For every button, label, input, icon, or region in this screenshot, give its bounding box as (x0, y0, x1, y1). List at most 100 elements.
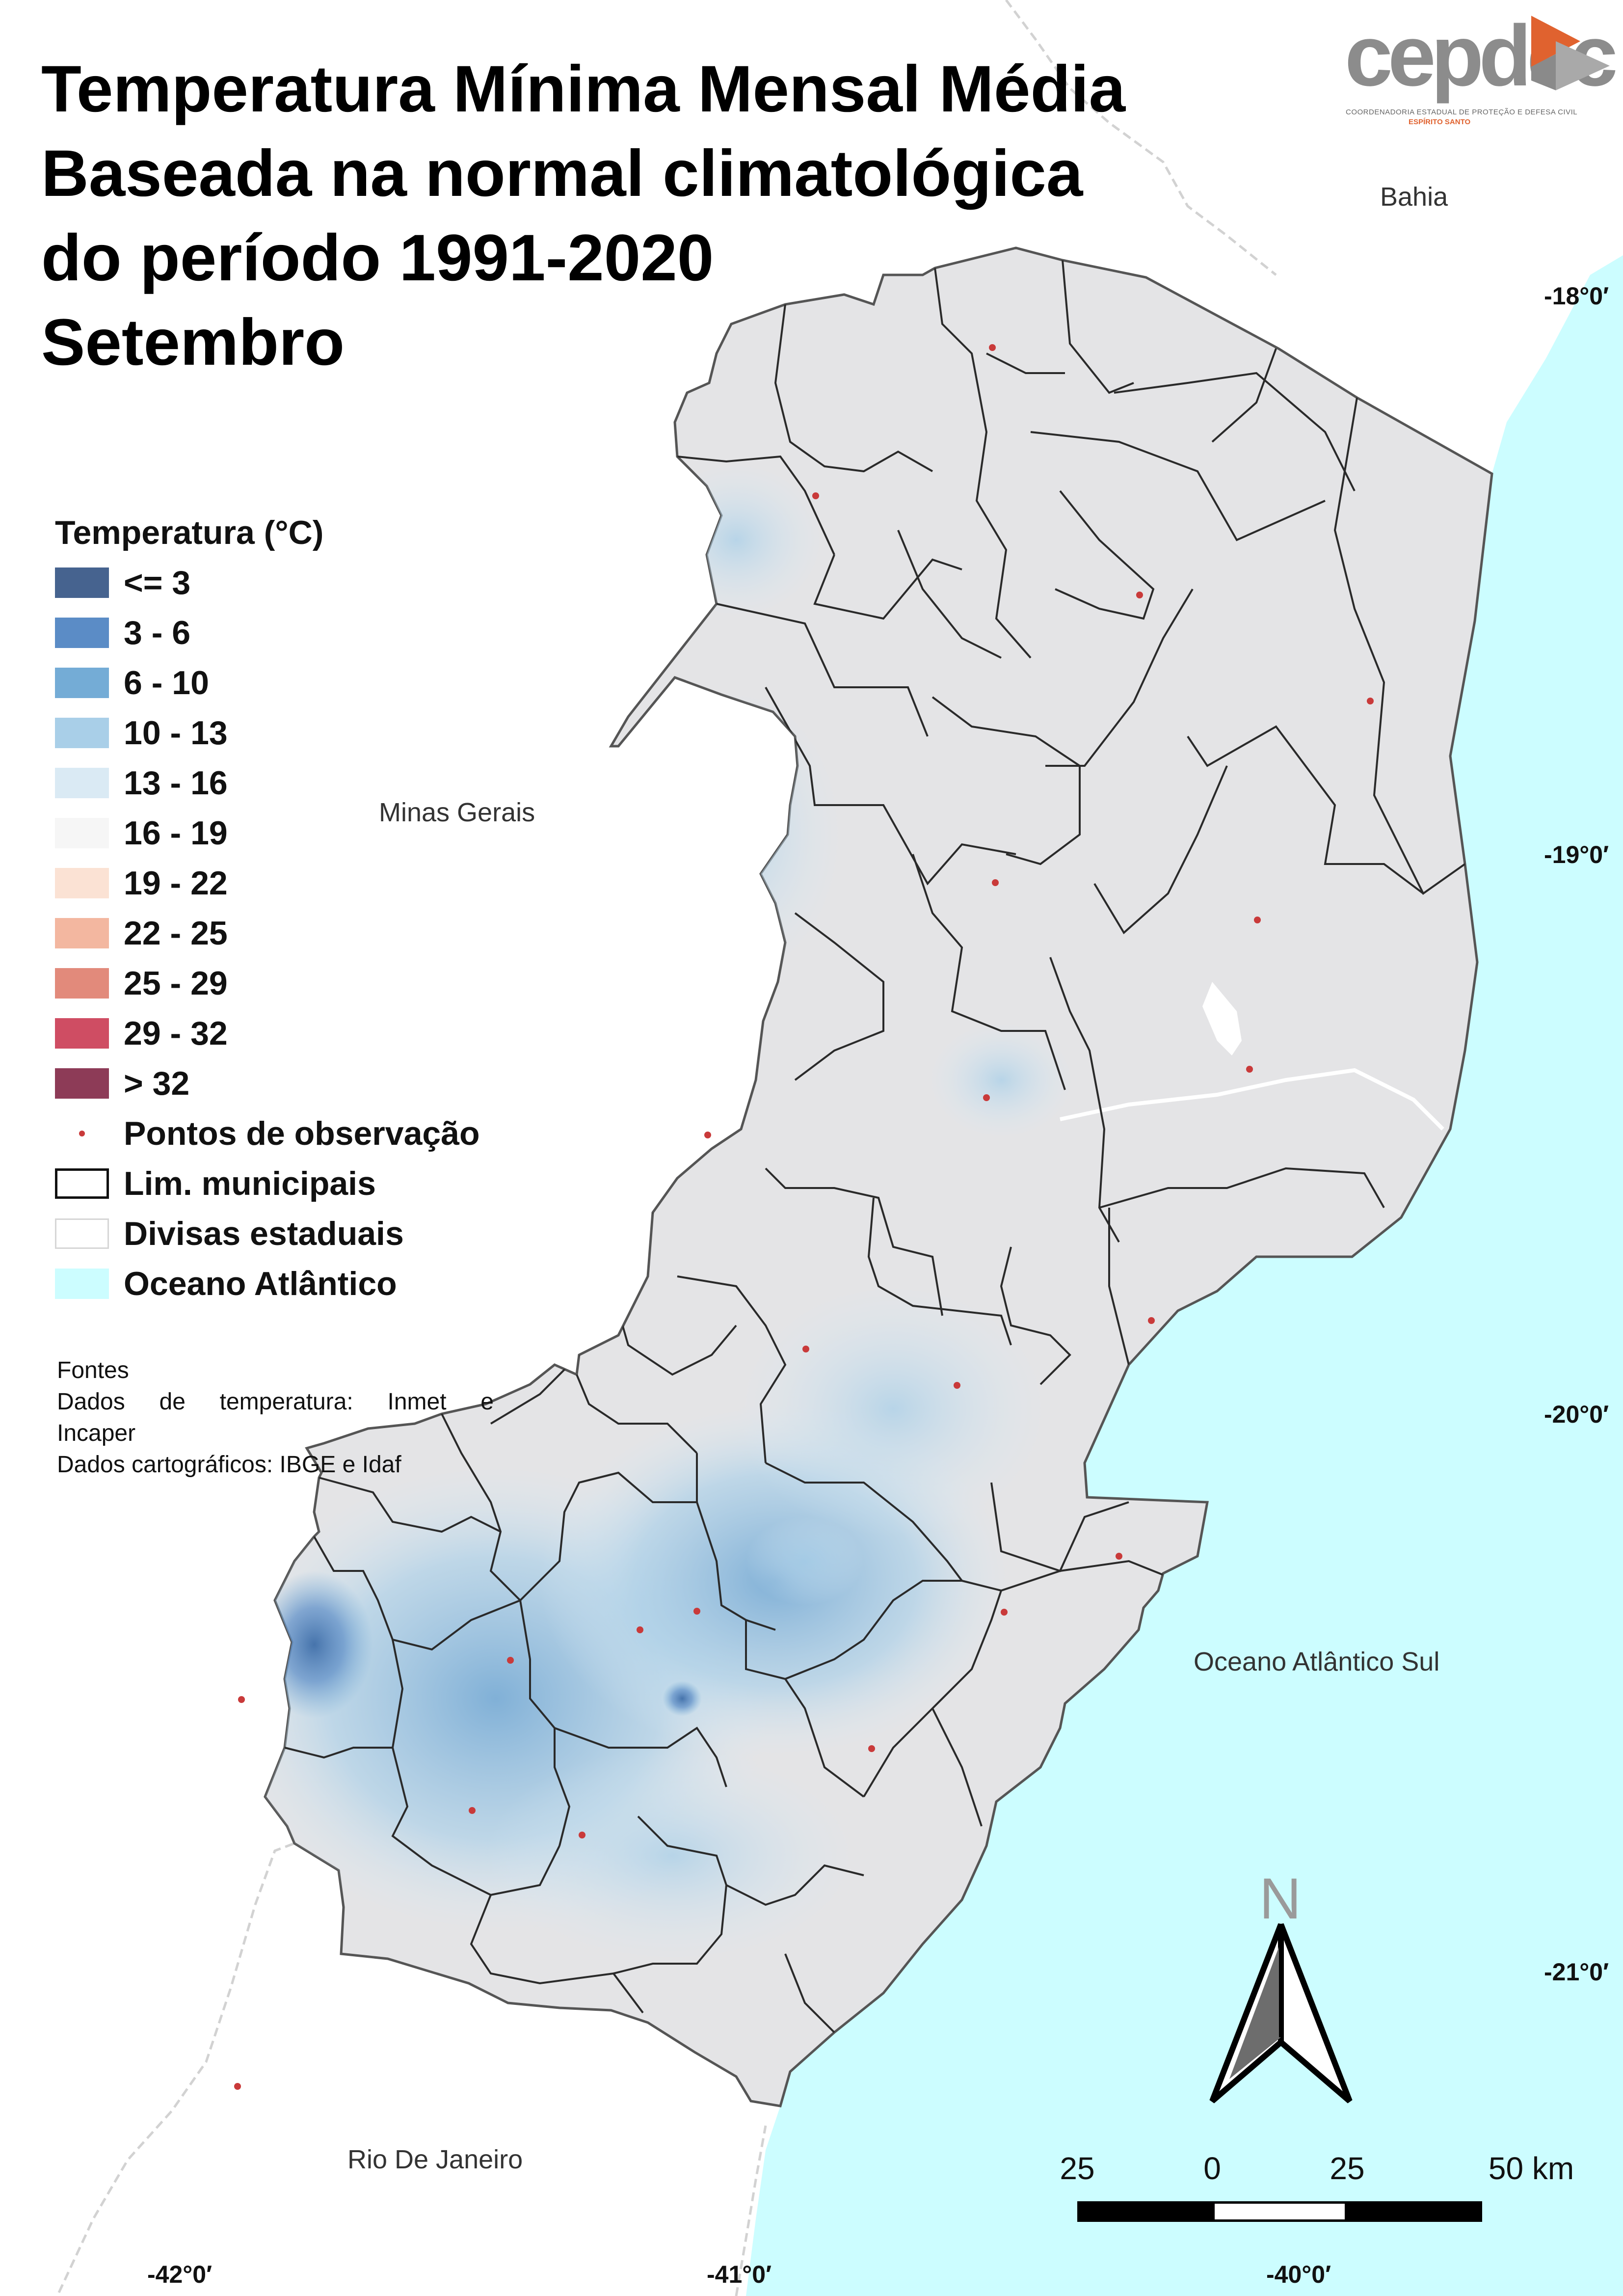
sources-line: Incaper (57, 1420, 136, 1446)
observation-point (1001, 1609, 1008, 1616)
scale-tick: 50 km (1488, 2151, 1574, 2186)
map-title: Temperatura Mínima Mensal Média Baseada … (41, 47, 1125, 385)
sources: Fontes Dados de temperatura: Inmet e Inc… (57, 1355, 494, 1481)
legend-swatch (55, 618, 109, 648)
observation-point (1254, 917, 1261, 923)
legend-swatch (55, 768, 109, 798)
scale-tick: 25 (1330, 2151, 1365, 2186)
legend-label: 29 - 32 (124, 1015, 228, 1052)
observation-point (507, 1657, 514, 1664)
observation-point (637, 1626, 643, 1633)
legend-item: 25 - 29 (55, 958, 480, 1008)
observation-point (1246, 1066, 1253, 1073)
observation-point (1367, 698, 1374, 704)
lon-label: -40°0′ (1266, 2261, 1331, 2288)
legend-item: 29 - 32 (55, 1008, 480, 1058)
observation-point (234, 2083, 241, 2090)
legend-item: 16 - 19 (55, 808, 480, 858)
observation-point (1136, 592, 1143, 598)
legend-swatch (55, 567, 109, 598)
legend-label: 16 - 19 (124, 814, 228, 852)
legend-item-state: Divisas estaduais (55, 1209, 480, 1259)
legend-label: 10 - 13 (124, 714, 228, 752)
label-oceano-atlantico-sul: Oceano Atlântico Sul (1194, 1647, 1440, 1676)
legend: Temperatura (°C) <= 3 3 - 6 6 - 10 10 - 13 1… (55, 511, 480, 1309)
state-border-rio-east (735, 2125, 767, 2296)
observation-point (238, 1696, 245, 1703)
legend-item: 22 - 25 (55, 908, 480, 958)
scale-tick: 25 (1060, 2151, 1095, 2186)
legend-item: 10 - 13 (55, 708, 480, 758)
state-border-swatch (55, 1218, 109, 1249)
north-label: N (1259, 1866, 1302, 1931)
legend-item: > 32 (55, 1058, 480, 1108)
lat-label: -19°0′ (1544, 841, 1609, 868)
observation-point (1116, 1553, 1122, 1560)
legend-label: Lim. municipais (124, 1165, 376, 1202)
observation-point (812, 492, 819, 499)
observation-point (704, 1132, 711, 1138)
legend-swatch (55, 868, 109, 898)
legend-label: 22 - 25 (124, 915, 228, 952)
sources-line: Dados cartográficos: IBGE e Idaf (57, 1452, 401, 1478)
state-border-rio (57, 1842, 295, 2294)
observation-point (693, 1608, 700, 1615)
legend-item-points: Pontos de observação (55, 1108, 480, 1159)
observation-point (868, 1745, 875, 1752)
cepdec-logo: cepdec COORDENADORIA ESTADUAL DE PROTEÇÃ… (1340, 7, 1623, 130)
legend-item: 19 - 22 (55, 858, 480, 908)
sources-line: Dados de temperatura: Inmet e (57, 1389, 494, 1415)
legend-item: 13 - 16 (55, 758, 480, 808)
lagoa (1202, 982, 1242, 1055)
legend-label: 13 - 16 (124, 764, 228, 802)
lat-label: -21°0′ (1544, 1958, 1609, 1986)
observation-point (983, 1094, 990, 1101)
legend-swatch (55, 818, 109, 848)
legend-item: 3 - 6 (55, 608, 480, 658)
legend-label: Divisas estaduais (124, 1215, 404, 1252)
legend-title: Temperatura (°C) (55, 514, 324, 551)
title-line: Temperatura Mínima Mensal Média (41, 53, 1126, 126)
legend-label: 6 - 10 (124, 664, 209, 702)
legend-label: Oceano Atlântico (124, 1265, 397, 1302)
legend-item: 6 - 10 (55, 658, 480, 708)
atlantic-ocean (746, 255, 1623, 2296)
observation-point-icon (55, 1118, 109, 1149)
legend-swatch (55, 718, 109, 748)
label-minas-gerais: Minas Gerais (379, 798, 535, 827)
lon-label: -41°0′ (707, 2261, 772, 2288)
observation-point (579, 1832, 585, 1838)
rio-doce (1060, 1068, 1444, 1131)
legend-swatch (55, 918, 109, 948)
scale-segment (1212, 2201, 1347, 2222)
observation-points (234, 344, 1374, 2090)
lon-label: -42°0′ (147, 2261, 213, 2288)
legend-classes: <= 3 3 - 6 6 - 10 10 - 13 13 - 16 16 - 19 19 -… (55, 558, 480, 1108)
lat-label: -18°0′ (1544, 282, 1609, 310)
label-rio-de-janeiro: Rio De Janeiro (347, 2145, 523, 2174)
title-line: Setembro (41, 306, 345, 379)
title-line: do período 1991-2020 (41, 221, 714, 295)
logo-state: ESPÍRITO SANTO (1409, 118, 1471, 126)
legend-label: 3 - 6 (124, 614, 191, 651)
observation-point (992, 879, 999, 886)
state-border-bahia (1005, 0, 1277, 276)
observation-point (989, 344, 996, 351)
municipal-boundaries (284, 260, 1466, 2033)
title-line: Baseada na normal climatológica (41, 137, 1083, 210)
legend-item: <= 3 (55, 558, 480, 608)
legend-label: Pontos de observação (124, 1115, 480, 1152)
ocean-swatch (55, 1269, 109, 1299)
scale-segment (1347, 2201, 1482, 2222)
legend-item-municipal: Lim. municipais (55, 1159, 480, 1209)
legend-label: 19 - 22 (124, 864, 228, 902)
legend-label: 25 - 29 (124, 965, 228, 1002)
scale-bar: 25 0 25 50 km (1060, 2150, 1574, 2248)
legend-swatch (55, 1018, 109, 1049)
scale-segment (1077, 2201, 1212, 2222)
legend-label: <= 3 (124, 564, 191, 601)
legend-swatch (55, 968, 109, 999)
legend-item-ocean: Oceano Atlântico (55, 1259, 480, 1309)
